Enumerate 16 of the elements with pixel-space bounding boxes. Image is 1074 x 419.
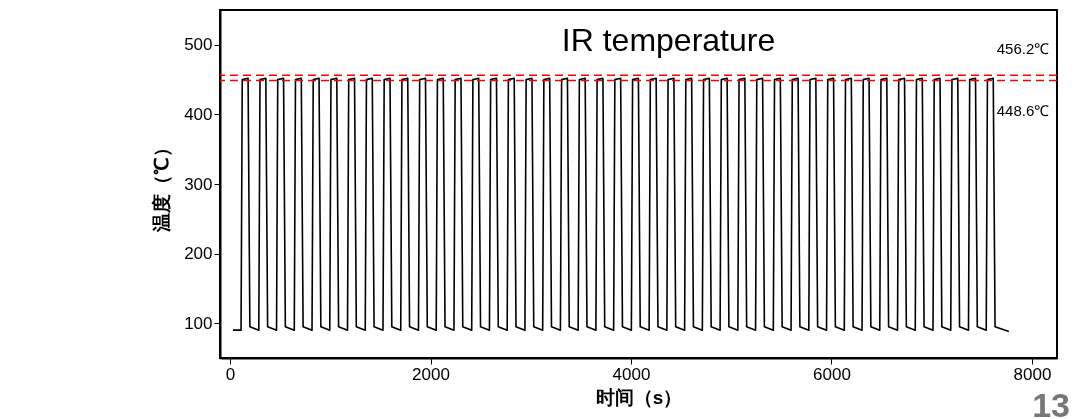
y-tick-label: 400 bbox=[184, 104, 213, 124]
y-tick-label: 500 bbox=[184, 35, 213, 55]
ref-line-label: 448.6℃ bbox=[996, 101, 1050, 119]
x-tick-label: 6000 bbox=[813, 364, 851, 384]
chart-title: IR temperature bbox=[561, 22, 776, 58]
x-tick-label: 2000 bbox=[412, 364, 450, 384]
x-tick-label: 8000 bbox=[1013, 364, 1052, 384]
x-axis-title: 时间（s） bbox=[595, 386, 683, 408]
y-tick-label: 100 bbox=[184, 313, 213, 333]
text: 13 bbox=[1032, 386, 1070, 419]
x-tick-label: 0 bbox=[225, 364, 236, 384]
y-tick-label: 200 bbox=[184, 244, 213, 264]
ref-line-label: 456.2℃ bbox=[996, 40, 1050, 58]
y-tick-label: 300 bbox=[184, 174, 213, 194]
y-axis-title: 温度（℃） bbox=[151, 137, 173, 233]
x-tick-label: 4000 bbox=[612, 364, 651, 384]
